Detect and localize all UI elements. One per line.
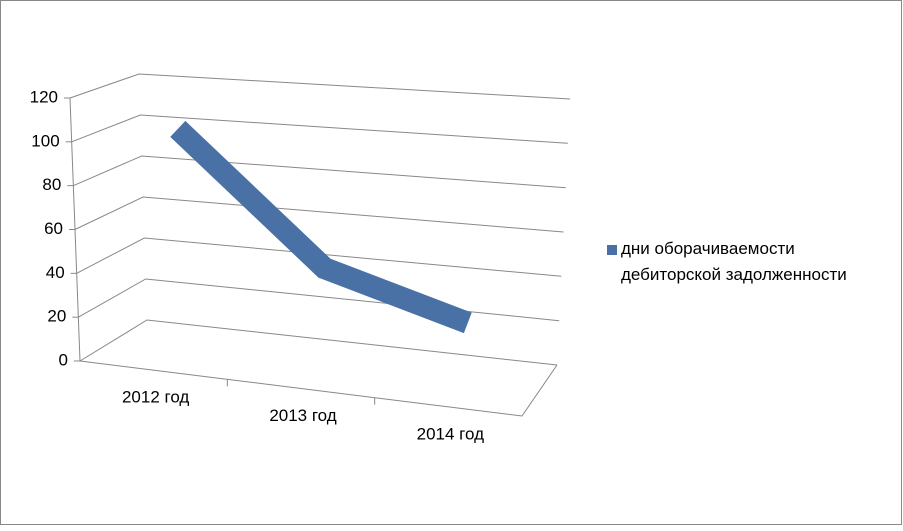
y-tick-label: 100 <box>31 131 59 150</box>
y-tick-label: 60 <box>44 219 63 238</box>
series-ribbon <box>170 120 472 334</box>
grid-line <box>69 73 571 100</box>
grid-line <box>74 196 564 233</box>
y-tick-label: 20 <box>47 307 66 326</box>
grid-line <box>79 319 558 366</box>
legend-swatch <box>607 245 617 255</box>
y-tick-label: 120 <box>30 87 58 106</box>
y-tick-label: 80 <box>42 175 61 194</box>
legend-label-line: дни оборачиваемости <box>621 239 795 258</box>
legend-label-line: дебиторской задолженности <box>621 265 847 284</box>
x-tick-label: 2014 год <box>417 424 484 443</box>
grid-line <box>71 114 568 144</box>
x-tick-label: 2012 год <box>122 388 189 407</box>
grid-line <box>76 237 562 277</box>
y-axis <box>69 97 81 362</box>
grid-line <box>73 155 566 189</box>
y-tick-label: 40 <box>46 263 65 282</box>
y-tick-label: 0 <box>59 350 68 369</box>
legend-label: дни оборачиваемости дебиторской задолженн… <box>621 239 847 284</box>
x-tick-label: 2013 год <box>269 406 336 425</box>
